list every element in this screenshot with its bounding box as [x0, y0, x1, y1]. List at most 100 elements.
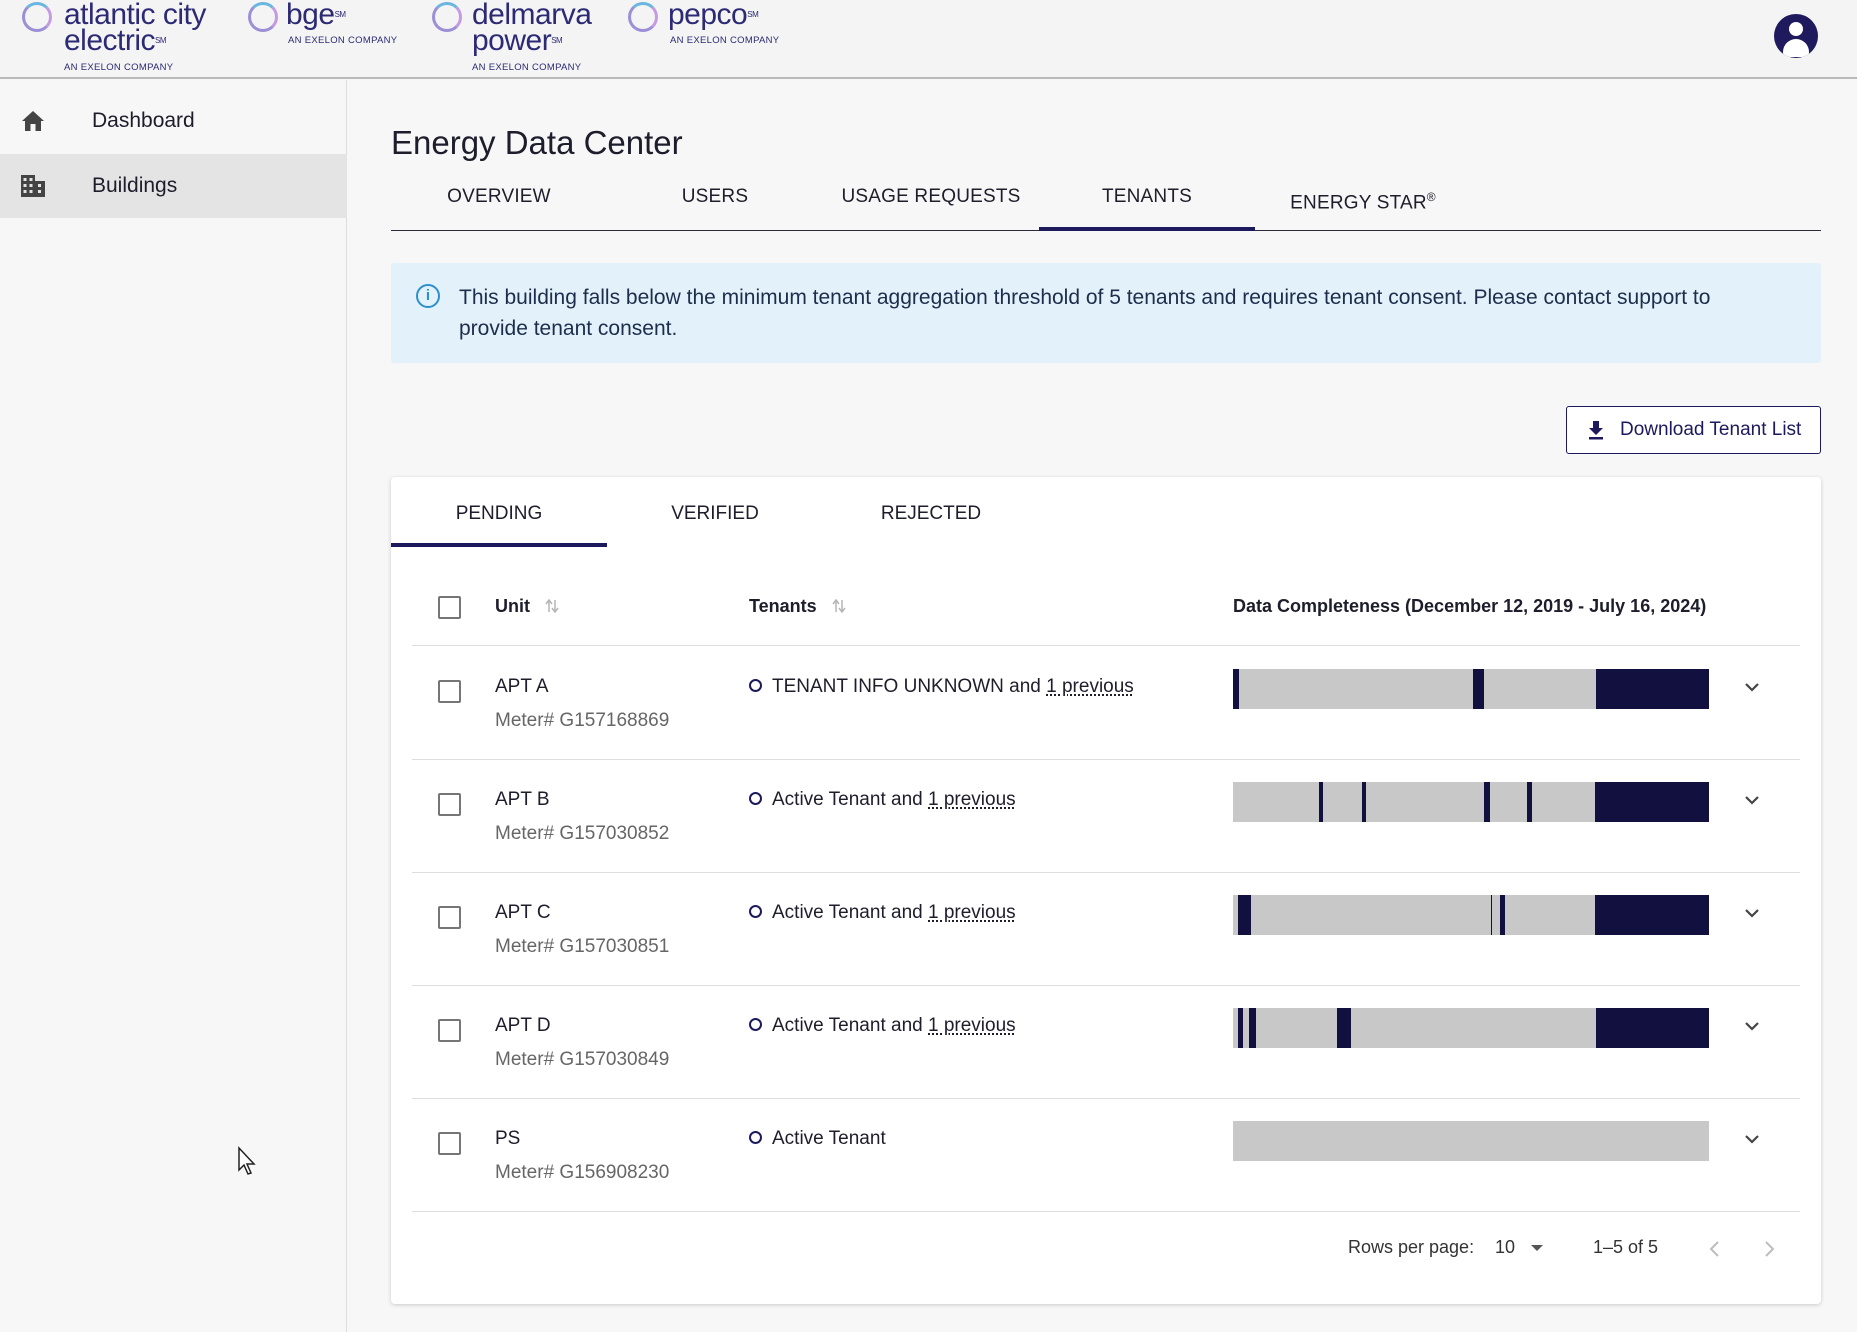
status-dot-icon — [749, 1131, 762, 1144]
pagination-range: 1–5 of 5 — [1593, 1237, 1659, 1257]
unit-name: APT C — [495, 902, 551, 923]
column-header-tenants[interactable]: Tenants — [749, 596, 846, 617]
tab-overview[interactable]: OVERVIEW — [447, 186, 551, 207]
data-completeness-bar — [1233, 782, 1709, 822]
row-checkbox[interactable] — [438, 1019, 461, 1042]
data-completeness-bar — [1233, 669, 1709, 709]
meter-number: Meter# G157030851 — [495, 936, 670, 957]
completeness-segment — [1490, 895, 1493, 935]
sidebar-item-label: Dashboard — [92, 109, 195, 132]
sidebar-item-dashboard[interactable]: Dashboard — [0, 89, 347, 153]
tenant-info: TENANT INFO UNKNOWN and 1 previous — [749, 676, 1134, 698]
select-all-checkbox[interactable] — [438, 596, 461, 619]
info-banner: i This building falls below the minimum … — [391, 263, 1821, 363]
data-completeness-bar — [1233, 1008, 1709, 1048]
completeness-segment — [1527, 782, 1532, 822]
tenant-info: Active Tenant and 1 previous — [749, 789, 1016, 811]
table-row: APT C Meter# G157030851 Active Tenant an… — [391, 873, 1821, 986]
tab-tenants[interactable]: TENANTS — [1039, 180, 1255, 231]
tab-usage-requests[interactable]: USAGE REQUESTS — [841, 186, 1021, 207]
table-row: APT A Meter# G157168869 TENANT INFO UNKN… — [391, 647, 1821, 760]
previous-tenants-link[interactable]: 1 previous — [928, 1015, 1016, 1036]
previous-tenants-link[interactable]: 1 previous — [928, 902, 1016, 923]
chevron-down-icon[interactable] — [1743, 1020, 1761, 1032]
unit-name: PS — [495, 1128, 521, 1149]
sort-icon[interactable] — [832, 598, 846, 614]
completeness-segment — [1595, 1008, 1709, 1048]
tenant-info: Active Tenant — [749, 1128, 886, 1150]
row-checkbox[interactable] — [438, 680, 461, 703]
data-completeness-bar — [1233, 895, 1709, 935]
unit-name: APT D — [495, 1015, 551, 1036]
divider — [412, 985, 1800, 986]
info-icon: i — [416, 284, 440, 308]
row-checkbox[interactable] — [438, 1132, 461, 1155]
completeness-segment — [1318, 782, 1324, 822]
completeness-segment — [1237, 1008, 1243, 1048]
status-dot-icon — [749, 1018, 762, 1031]
mouse-cursor-icon — [238, 1146, 256, 1175]
exelon-swirl-icon — [432, 2, 462, 32]
unit-name: APT B — [495, 789, 550, 810]
page-title: Energy Data Center — [391, 124, 683, 161]
divider — [412, 1098, 1800, 1099]
previous-tenants-link[interactable]: 1 previous — [928, 789, 1016, 810]
completeness-segment — [1473, 669, 1484, 709]
download-tenant-list-button[interactable]: Download Tenant List — [1566, 406, 1821, 454]
table-row: APT D Meter# G157030849 Active Tenant an… — [391, 986, 1821, 1099]
exelon-swirl-icon — [628, 2, 658, 32]
divider — [412, 872, 1800, 873]
meter-number: Meter# G157168869 — [495, 710, 670, 731]
caret-down-icon — [1531, 1245, 1543, 1251]
main-tabs: OVERVIEW USERS USAGE REQUESTS TENANTS EN… — [391, 180, 1821, 231]
divider — [412, 759, 1800, 760]
info-banner-text: This building falls below the minimum te… — [459, 286, 1711, 340]
tab-users[interactable]: USERS — [681, 186, 749, 207]
rows-per-page-label: Rows per page: — [1348, 1237, 1475, 1257]
unit-name: APT A — [495, 676, 549, 697]
data-completeness-bar — [1233, 1121, 1709, 1161]
sidebar: Dashboard Buildings — [0, 80, 347, 1332]
table-row: PS Meter# G156908230 Active Tenant — [391, 1099, 1821, 1212]
home-icon — [22, 111, 44, 131]
rows-per-page-select[interactable]: 10 — [1495, 1235, 1555, 1263]
chevron-down-icon[interactable] — [1743, 1133, 1761, 1145]
completeness-segment — [1595, 669, 1709, 709]
tenant-info: Active Tenant and 1 previous — [749, 902, 1016, 924]
next-page-icon[interactable] — [1757, 1234, 1781, 1264]
row-checkbox[interactable] — [438, 906, 461, 929]
row-checkbox[interactable] — [438, 793, 461, 816]
chevron-down-icon[interactable] — [1743, 907, 1761, 919]
top-header: atlantic city electricSM AN EXELON COMPA… — [0, 0, 1857, 79]
completeness-segment — [1361, 782, 1367, 822]
tab-energy-star[interactable]: ENERGY STAR® — [1290, 190, 1436, 214]
divider — [412, 1211, 1800, 1212]
previous-tenants-link[interactable]: 1 previous — [1046, 676, 1134, 697]
completeness-segment — [1483, 782, 1491, 822]
chevron-down-icon[interactable] — [1743, 794, 1761, 806]
status-dot-icon — [749, 679, 762, 692]
tenants-card: PENDING VERIFIED REJECTED Unit Tenants D… — [391, 477, 1821, 1304]
divider — [412, 645, 1800, 646]
meter-number: Meter# G157030849 — [495, 1049, 670, 1070]
completeness-segment — [1249, 1008, 1256, 1048]
completeness-segment — [1233, 669, 1239, 709]
account-circle-icon[interactable] — [1774, 14, 1818, 58]
tab-pending[interactable]: PENDING — [391, 477, 607, 547]
previous-page-icon[interactable] — [1703, 1234, 1727, 1264]
column-header-data-completeness: Data Completeness (December 12, 2019 - J… — [1233, 596, 1707, 616]
tenant-info: Active Tenant and 1 previous — [749, 1015, 1016, 1037]
sidebar-item-label: Buildings — [92, 174, 178, 197]
meter-number: Meter# G157030852 — [495, 823, 670, 844]
download-icon — [1589, 421, 1603, 440]
chevron-down-icon[interactable] — [1743, 681, 1761, 693]
building-icon — [21, 175, 45, 197]
tab-rejected[interactable]: REJECTED — [880, 503, 982, 524]
completeness-segment — [1500, 895, 1506, 935]
table-row: APT B Meter# G157030852 Active Tenant an… — [391, 760, 1821, 873]
tab-verified[interactable]: VERIFIED — [671, 503, 759, 524]
sidebar-item-buildings[interactable]: Buildings — [0, 154, 347, 218]
column-header-unit[interactable]: Unit — [495, 596, 559, 617]
completeness-segment — [1594, 895, 1709, 935]
sort-icon[interactable] — [545, 598, 559, 614]
